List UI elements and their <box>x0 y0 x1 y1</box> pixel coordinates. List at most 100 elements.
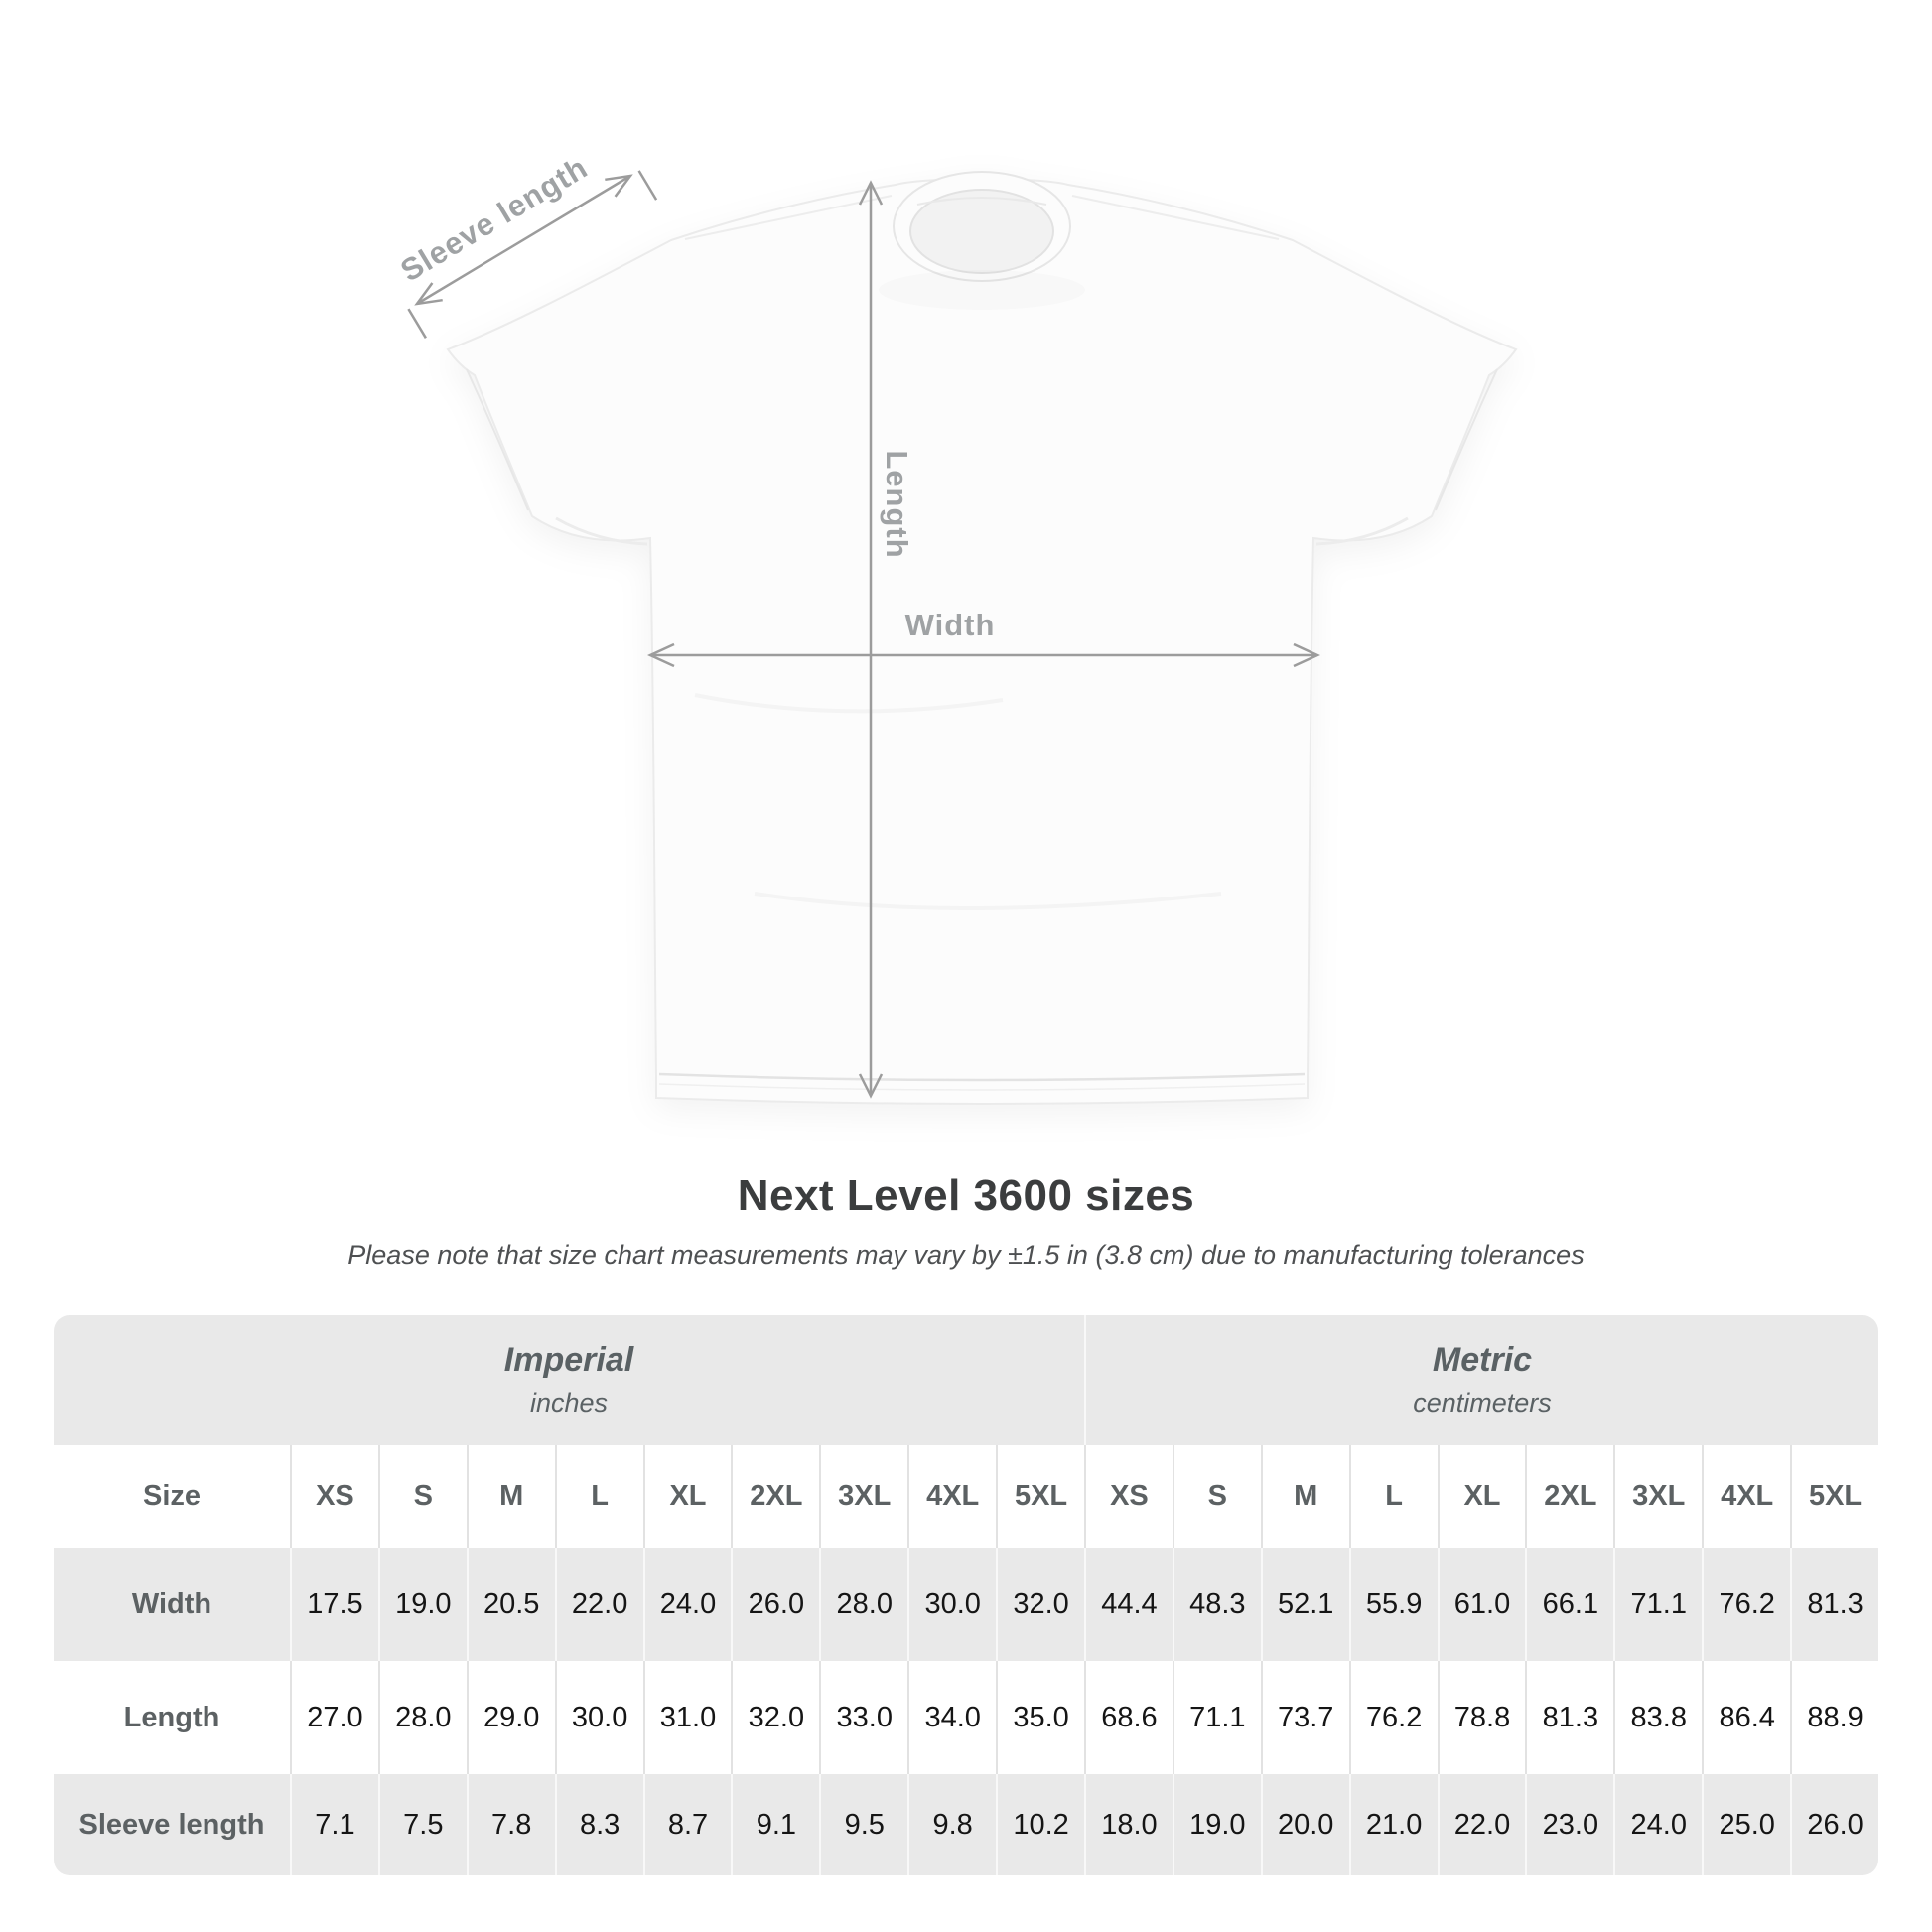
sleeve-length-row: Sleeve length 7.1 7.5 7.8 8.3 8.7 9.1 9.5 9.8 10.… <box>54 1774 1878 1875</box>
size-col-header: M <box>1260 1445 1349 1548</box>
measurement-value: 21.0 <box>1348 1774 1438 1875</box>
measurement-value: 32.0 <box>731 1661 819 1774</box>
measurement-value: 26.0 <box>1790 1774 1878 1875</box>
metric-header: Metric centimeters <box>1084 1315 1878 1445</box>
measurement-value: 28.0 <box>819 1548 907 1661</box>
measurement-value: 27.0 <box>290 1661 378 1774</box>
measurement-row-label: Width <box>131 1587 212 1620</box>
size-col-header: 2XL <box>731 1445 819 1548</box>
wrinkle <box>754 892 1222 910</box>
wrinkle <box>694 693 1004 714</box>
size-col-header: 5XL <box>996 1445 1084 1548</box>
measurement-value: 7.5 <box>377 1774 467 1875</box>
measurement-value: 61.0 <box>1437 1548 1526 1661</box>
imperial-header: Imperial inches <box>54 1315 1084 1445</box>
measurement-value: 22.0 <box>554 1548 643 1661</box>
measurement-value: 20.0 <box>1260 1774 1349 1875</box>
sleeve-arrow-end-tick <box>407 308 427 339</box>
measurement-row-label: Length <box>123 1701 220 1733</box>
collar-opening <box>909 189 1054 274</box>
measurement-value: 86.4 <box>1702 1661 1790 1774</box>
measurement-value: 7.1 <box>290 1774 378 1875</box>
measurement-value: 8.3 <box>554 1774 643 1875</box>
dimension-arrows <box>407 170 1321 1099</box>
back-collar-line <box>916 197 1047 206</box>
width-row: Width 17.5 19.0 20.5 22.0 24.0 26.0 28.0 30.0 32.… <box>54 1548 1878 1661</box>
measurement-value: 71.1 <box>1613 1548 1702 1661</box>
right-underarm-crease <box>1315 516 1409 546</box>
measurement-value: 8.7 <box>642 1774 732 1875</box>
measurement-value: 52.1 <box>1260 1548 1349 1661</box>
shirt-illustration <box>407 170 1518 1105</box>
size-col-header: XS <box>1083 1445 1173 1548</box>
measurement-value: 76.2 <box>1348 1661 1438 1774</box>
measurement-value: 19.0 <box>1172 1774 1261 1875</box>
unit-header-row: Imperial inches Metric centimeters <box>54 1315 1878 1445</box>
measurement-value: 9.1 <box>731 1774 819 1875</box>
tshirt-silhouette <box>446 171 1518 1105</box>
width-arrow <box>646 642 1321 668</box>
measurement-value: 22.0 <box>1437 1774 1526 1875</box>
measurement-value: 88.9 <box>1790 1661 1878 1774</box>
measurement-value: 71.1 <box>1172 1661 1261 1774</box>
metric-unit: centimeters <box>1413 1388 1552 1418</box>
size-col-header: 4XL <box>1702 1445 1790 1548</box>
measurement-value: 81.3 <box>1525 1661 1613 1774</box>
measurement-value: 30.0 <box>554 1661 643 1774</box>
size-col-header: S <box>377 1445 467 1548</box>
length-row: Length 27.0 28.0 29.0 30.0 31.0 32.0 33.0 34.0 35… <box>54 1661 1878 1774</box>
hem-stitch <box>658 1072 1306 1082</box>
measurement-value: 32.0 <box>996 1548 1084 1661</box>
measurement-value: 26.0 <box>731 1548 819 1661</box>
left-cuff-stitch <box>466 368 529 511</box>
size-col-header: S <box>1172 1445 1261 1548</box>
measurement-row-label: Sleeve length <box>78 1808 265 1841</box>
width-label: Width <box>904 608 996 642</box>
size-col-header: 3XL <box>1613 1445 1702 1548</box>
measurement-value: 29.0 <box>466 1661 555 1774</box>
measurement-value: 9.8 <box>907 1774 996 1875</box>
page-subtitle: Please note that size chart measurements… <box>347 1240 1585 1270</box>
size-header-row: Size XS S M L XL 2XL 3XL 4XL 5XL XS S M L XL 2XL 3XL 4XL 5… <box>54 1445 1878 1548</box>
page-title: Next Level 3600 sizes <box>737 1172 1195 1220</box>
measurement-value: 35.0 <box>996 1661 1084 1774</box>
measurement-value: 76.2 <box>1702 1548 1790 1661</box>
measurement-value: 30.0 <box>907 1548 996 1661</box>
measurement-value: 10.2 <box>996 1774 1084 1875</box>
measurement-value: 23.0 <box>1525 1774 1613 1875</box>
collar-shadow <box>879 270 1085 310</box>
left-underarm-crease <box>555 516 648 546</box>
measurement-value: 34.0 <box>907 1661 996 1774</box>
measurement-value: 68.6 <box>1083 1661 1173 1774</box>
size-col-header: 4XL <box>907 1445 996 1548</box>
size-col-header: 3XL <box>819 1445 907 1548</box>
left-shoulder-seam <box>684 195 893 240</box>
size-col-header: XL <box>642 1445 732 1548</box>
measurement-value: 24.0 <box>1613 1774 1702 1875</box>
measurement-value: 20.5 <box>466 1548 555 1661</box>
measurement-value: 33.0 <box>819 1661 907 1774</box>
measurement-value: 78.8 <box>1437 1661 1526 1774</box>
measurement-value: 48.3 <box>1172 1548 1261 1661</box>
measurement-value: 28.0 <box>377 1661 467 1774</box>
length-arrow <box>858 180 884 1099</box>
sleeve-arrow-end-tick <box>637 170 658 201</box>
size-col-header: L <box>1348 1445 1438 1548</box>
measurement-value: 55.9 <box>1348 1548 1438 1661</box>
length-label: Length <box>880 450 914 559</box>
measurement-value: 19.0 <box>377 1548 467 1661</box>
measurement-value: 44.4 <box>1083 1548 1173 1661</box>
measurement-value: 17.5 <box>290 1548 378 1661</box>
size-col-header: M <box>466 1445 555 1548</box>
size-col-header: L <box>554 1445 643 1548</box>
size-table: Imperial inches Metric centimeters Size X… <box>54 1315 1878 1875</box>
hem-fold-line <box>658 1083 1306 1091</box>
size-col-header: 5XL <box>1790 1445 1878 1548</box>
tshirt-body <box>446 178 1518 1105</box>
measurement-value: 9.5 <box>819 1774 907 1875</box>
measurement-value: 24.0 <box>642 1548 732 1661</box>
size-col-header: XL <box>1437 1445 1526 1548</box>
size-col-header: XS <box>290 1445 378 1548</box>
right-cuff-stitch <box>1435 368 1498 511</box>
